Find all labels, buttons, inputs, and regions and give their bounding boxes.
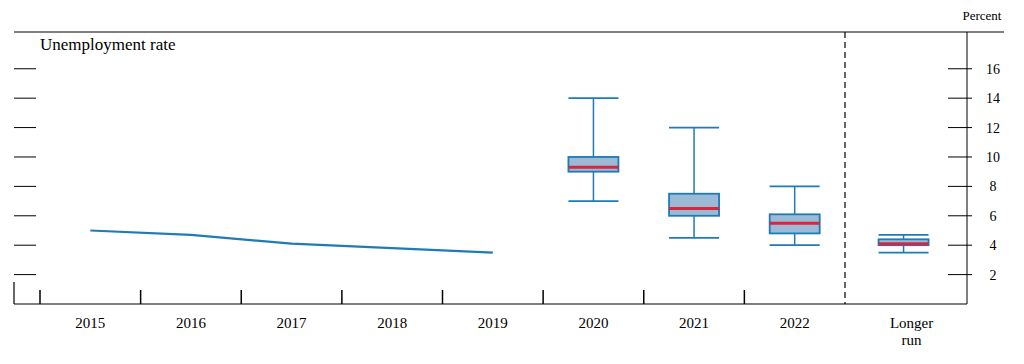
left-frame bbox=[13, 282, 14, 304]
whisker-high bbox=[794, 186, 796, 214]
y-tick-right bbox=[948, 98, 972, 99]
y-tick-right bbox=[948, 127, 972, 128]
y-tick-label: 12 bbox=[986, 121, 1000, 136]
y-tick-right bbox=[948, 245, 972, 246]
cap-low bbox=[568, 200, 618, 202]
y-tick-left bbox=[14, 156, 36, 157]
category-divider bbox=[39, 290, 41, 304]
y-tick-right bbox=[948, 156, 972, 157]
median bbox=[669, 207, 719, 210]
x-tick-label: 2022 bbox=[780, 315, 810, 331]
y-tick-left bbox=[14, 274, 36, 275]
y-tick-label: 8 bbox=[990, 179, 997, 194]
cap-high bbox=[879, 234, 929, 236]
y-tick-left bbox=[14, 68, 36, 69]
y-tick-right bbox=[948, 215, 972, 216]
box bbox=[879, 239, 929, 245]
cap-low bbox=[879, 252, 929, 254]
y-tick-right bbox=[948, 68, 972, 69]
plot-area bbox=[90, 98, 928, 252]
y-tick-left bbox=[14, 215, 36, 216]
y-tick-left bbox=[14, 245, 36, 246]
cap-high bbox=[669, 127, 719, 129]
x-tick-label: 2019 bbox=[478, 315, 508, 331]
x-tick-label: 2021 bbox=[679, 315, 709, 331]
whisker-high bbox=[693, 128, 695, 194]
chart-title: Unemployment rate bbox=[40, 35, 176, 54]
x-tick-label: 2020 bbox=[578, 315, 608, 331]
y-tick-label: 10 bbox=[986, 150, 1000, 165]
median bbox=[568, 166, 618, 169]
y-tick-right bbox=[948, 186, 972, 187]
x-tick-label-line: Longer bbox=[890, 315, 933, 331]
category-divider bbox=[744, 290, 746, 304]
y-tick-left bbox=[14, 127, 36, 128]
y-tick-label: 14 bbox=[986, 91, 1000, 106]
y-tick-left bbox=[14, 98, 36, 99]
y-axis-label: Percent bbox=[963, 8, 1002, 23]
whisker-low bbox=[903, 245, 905, 252]
y-tick-label: 4 bbox=[990, 238, 997, 253]
category-divider bbox=[140, 290, 142, 304]
whisker-low bbox=[593, 172, 595, 201]
box bbox=[770, 214, 820, 233]
median bbox=[770, 222, 820, 225]
category-divider bbox=[442, 290, 444, 304]
top-rule bbox=[14, 32, 1004, 33]
y-tick-left bbox=[14, 186, 36, 187]
x-tick-label: 2015 bbox=[75, 315, 105, 331]
x-tick-label: 2017 bbox=[277, 315, 308, 331]
cap-low bbox=[669, 237, 719, 239]
median bbox=[879, 242, 929, 245]
x-tick-label: 2018 bbox=[377, 315, 407, 331]
history-line bbox=[90, 230, 493, 252]
cap-low bbox=[770, 244, 820, 246]
category-divider bbox=[341, 290, 343, 304]
x-axis bbox=[14, 303, 967, 304]
cap-high bbox=[568, 97, 618, 99]
cap-high bbox=[770, 185, 820, 187]
box bbox=[568, 157, 618, 172]
longer-run-separator bbox=[844, 32, 845, 304]
whisker-low bbox=[693, 216, 695, 238]
y-tick-right bbox=[948, 274, 972, 275]
category-divider bbox=[542, 290, 544, 304]
x-tick-label-line: run bbox=[902, 332, 922, 348]
box bbox=[669, 194, 719, 216]
x-tick-label: Longerrun bbox=[890, 315, 933, 348]
category-divider bbox=[643, 290, 645, 304]
y-tick-label: 2 bbox=[990, 268, 997, 283]
whisker-low bbox=[794, 233, 796, 245]
category-divider bbox=[241, 290, 243, 304]
y-axis bbox=[967, 32, 968, 304]
y-tick-label: 6 bbox=[990, 209, 997, 224]
whisker-high bbox=[593, 98, 595, 157]
x-tick-label: 2016 bbox=[176, 315, 207, 331]
y-tick-label: 16 bbox=[986, 62, 1000, 77]
